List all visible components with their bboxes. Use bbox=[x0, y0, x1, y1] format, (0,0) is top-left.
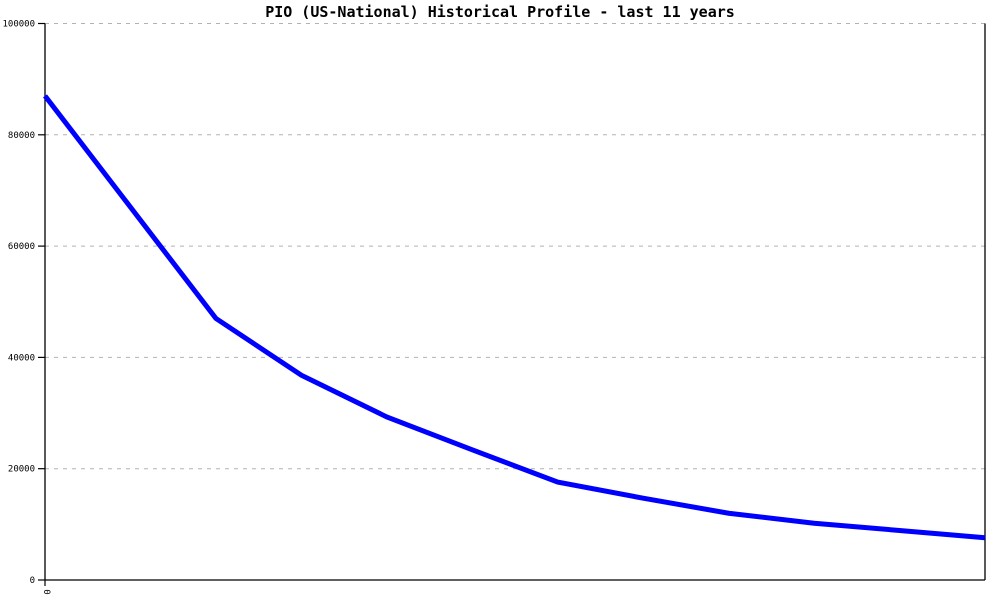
axes-group bbox=[38, 22, 986, 586]
data-series-group bbox=[43, 94, 986, 541]
chart-title: PIO (US-National) Historical Profile - l… bbox=[265, 3, 735, 21]
y-tick-label: 100000 bbox=[2, 20, 35, 30]
gridlines-group bbox=[45, 23, 985, 470]
y-tick-label: 20000 bbox=[8, 465, 35, 475]
data-line-pio-us-national- bbox=[43, 94, 986, 541]
axis-labels-group: 0 20000 40000 60000 80000 100000 0 bbox=[2, 20, 51, 595]
y-tick-label: 60000 bbox=[8, 242, 35, 252]
x-tick-label: 0 bbox=[41, 589, 51, 594]
y-tick-label: 0 bbox=[30, 576, 35, 586]
y-tick-label: 80000 bbox=[8, 131, 35, 141]
y-tick-label: 40000 bbox=[8, 353, 35, 363]
